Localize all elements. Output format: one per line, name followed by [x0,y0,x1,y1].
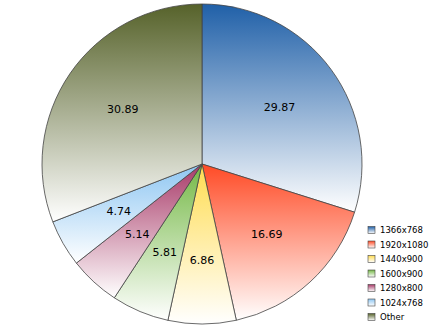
legend-item: 1280x800 [368,283,423,293]
legend-label: 1280x800 [380,283,423,293]
legend: 1366x768 1920x1080 1440x900 1600x900 1280x80… [368,225,428,322]
legend-label: 1920x1080 [380,240,428,250]
legend-item: 1600x900 [368,269,423,279]
data-label: 4.74 [106,205,130,218]
legend-label: 1440x900 [380,254,423,264]
legend-swatch [368,299,375,306]
legend-swatch [368,285,375,292]
legend-item: 1920x1080 [368,240,428,250]
legend-item: 1024x768 [368,298,423,308]
legend-swatch [368,241,375,248]
legend-item: 1440x900 [368,254,423,264]
legend-item: 1366x768 [368,225,423,235]
data-labels: 29.87 16.69 6.86 5.815.14 4.74 30.89 [106,101,295,267]
chart: 29.8716.696.865.815.144.7430.891366x7681… [0,0,444,327]
data-label: 6.86 [190,253,215,266]
legend-swatch [368,227,375,234]
legend-label: 1600x900 [380,269,423,279]
legend-item: Other [368,312,405,322]
data-label: 5.14 [125,228,150,241]
pie [42,4,362,324]
data-label: 29.87 [264,101,296,114]
legend-label: Other [380,312,405,322]
data-label: 30.89 [107,103,138,116]
data-label: 5.81 [153,246,178,259]
legend-swatch [368,270,375,277]
data-label: 16.69 [251,228,283,241]
legend-swatch [368,314,375,321]
legend-label: 1366x768 [380,225,423,235]
legend-label: 1024x768 [380,298,423,308]
slice [42,4,202,222]
legend-swatch [368,256,375,263]
